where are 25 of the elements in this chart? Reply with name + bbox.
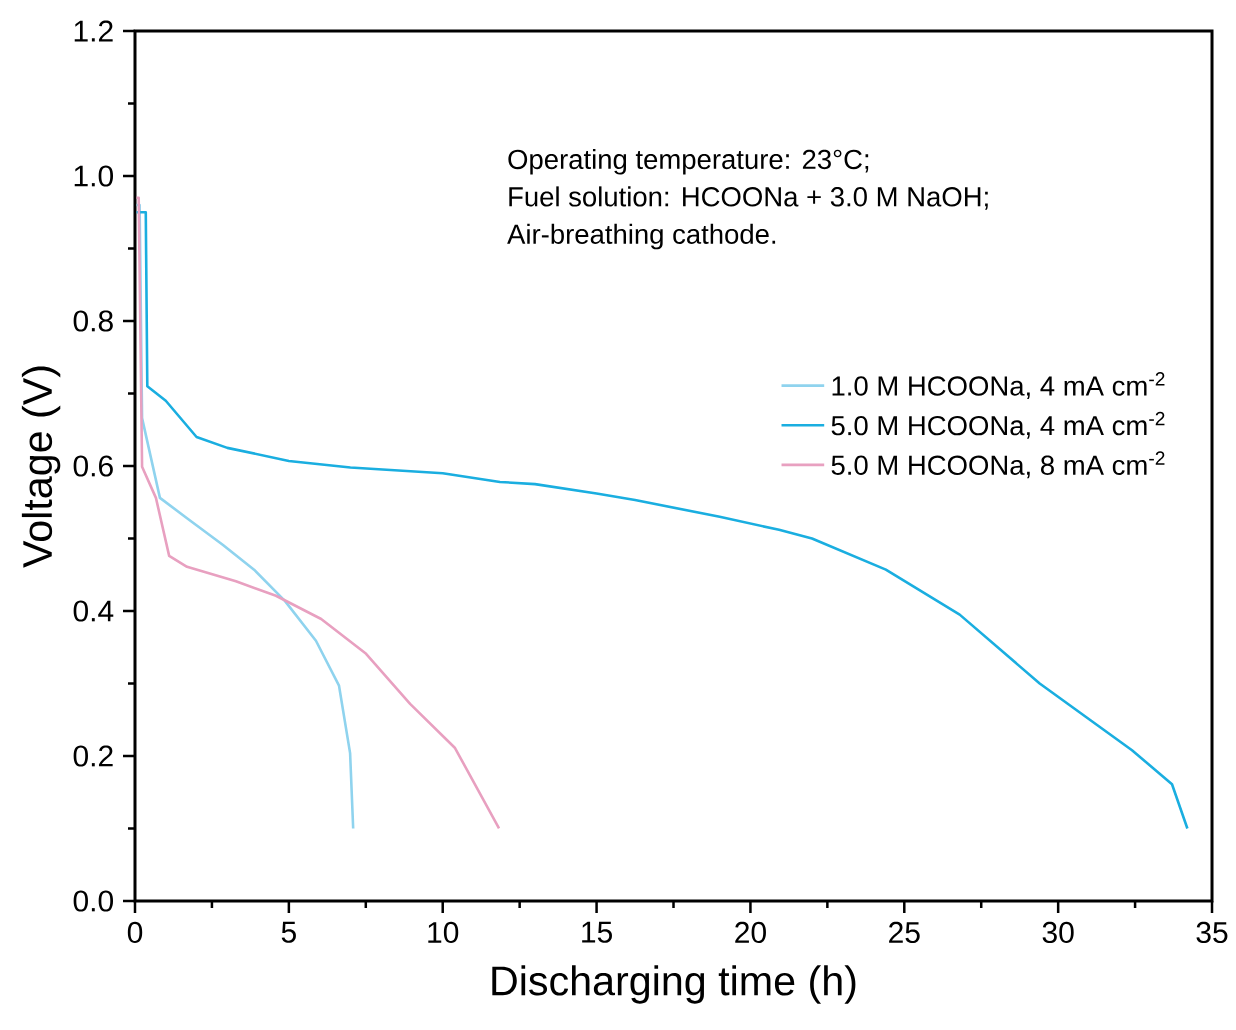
x-tick-label: 5: [281, 921, 296, 943]
y-tick-label: 0.0: [73, 890, 114, 912]
legend-label: 5.0 M HCOONa, 8 mA cm$^{-2}$: [831, 451, 1165, 479]
y-tick-label: 1.2: [74, 20, 113, 42]
line-series: [135, 196, 501, 830]
annotation: Fuel solution: HCOONa + 3.0 M NaOH;: [509, 186, 988, 210]
y-tick-label: 0.2: [73, 745, 113, 767]
x-tick-label: 20: [735, 921, 766, 944]
annotation: Air-breathing cathode.: [507, 223, 776, 250]
y-tick-label: 0.6: [73, 455, 113, 477]
x-tick-label: 10: [428, 921, 459, 944]
x-tick-label: 35: [1196, 921, 1228, 944]
x-tick-label: 30: [1042, 921, 1074, 944]
x-axis-title: Discharging time (h): [492, 965, 856, 1004]
line-series: [135, 210, 1189, 830]
legend-label: 5.0 M HCOONa, 4 mA cm$^{-2}$: [831, 411, 1165, 439]
y-tick-label: 1.0: [74, 165, 114, 187]
y-axis-title: Voltage (V): [21, 366, 61, 568]
annotation: Operating temperature: 23°C;: [508, 148, 869, 175]
y-tick-label: 0.4: [73, 600, 114, 622]
x-tick-label: 25: [889, 921, 920, 944]
y-tick-label: 0.8: [73, 310, 113, 332]
legend-label: 1.0 M HCOONa, 4 mA cm$^{-2}$: [832, 372, 1165, 399]
x-tick-label: 15: [582, 921, 612, 943]
x-tick-label: 0: [127, 921, 143, 944]
